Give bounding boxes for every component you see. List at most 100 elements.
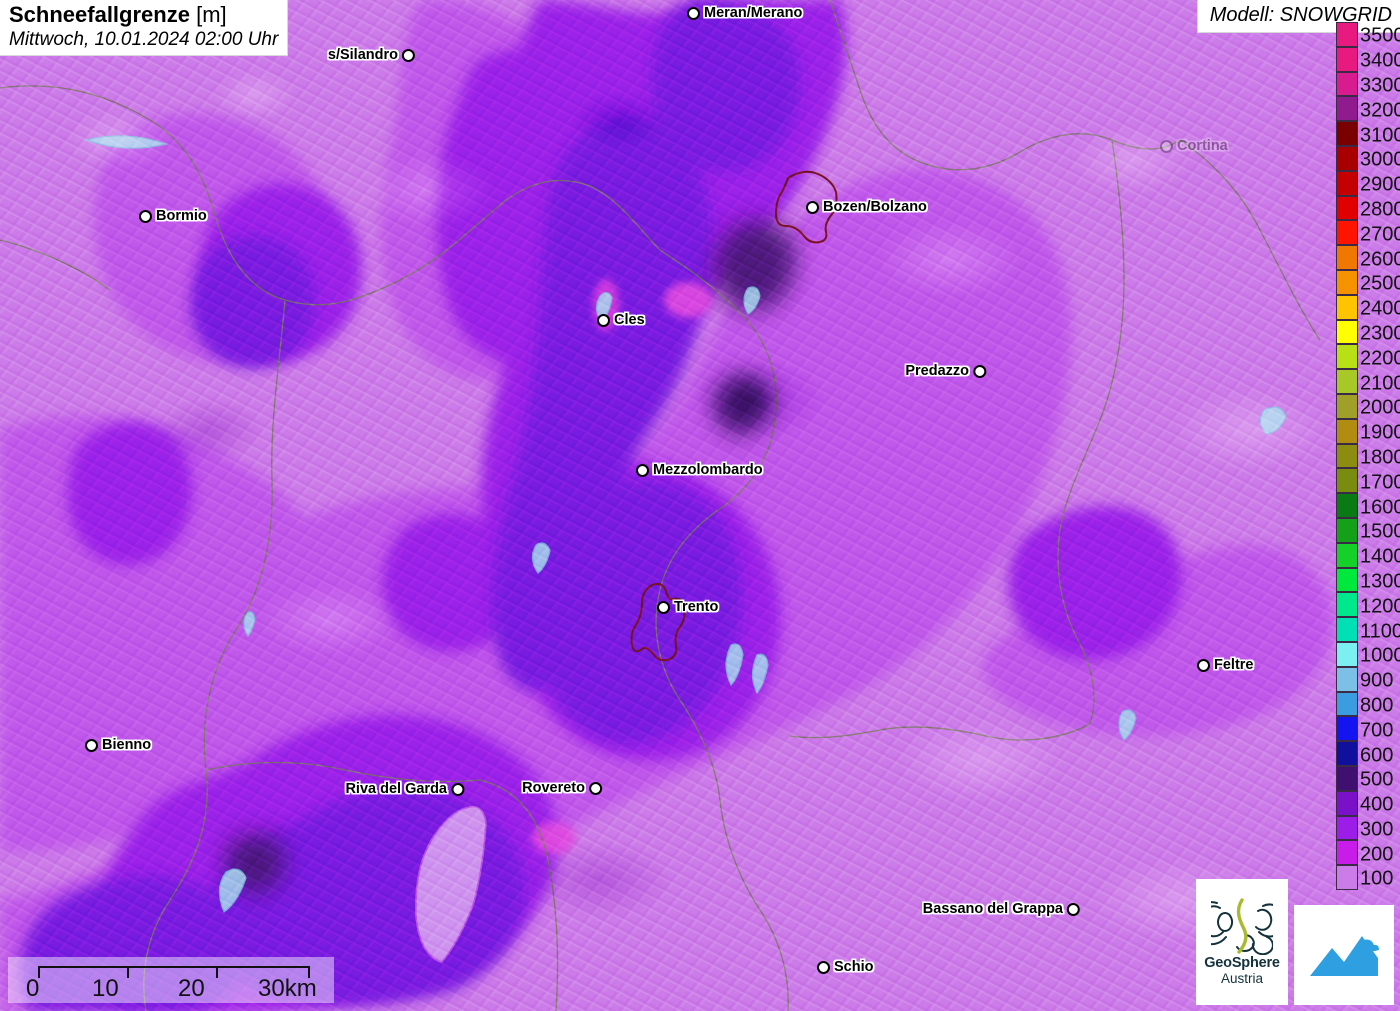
legend-value: 2100 — [1360, 371, 1400, 394]
scale-bar: 0 10 20 30km — [8, 957, 334, 1003]
legend-value: 500 — [1360, 768, 1394, 791]
legend-swatch — [1336, 641, 1358, 667]
legend-swatch — [1336, 542, 1358, 568]
legend-row[interactable]: 1900 — [1328, 418, 1400, 444]
legend-value: 1800 — [1360, 446, 1400, 469]
geosphere-mark-icon — [1211, 897, 1273, 955]
legend-value: 2400 — [1360, 297, 1400, 320]
legend-value: 700 — [1360, 719, 1394, 742]
legend-swatch — [1336, 393, 1358, 419]
scale-label: 0 — [26, 975, 40, 1002]
legend-row[interactable]: 2300 — [1328, 319, 1400, 345]
legend-swatch — [1336, 840, 1358, 866]
legend-value: 3200 — [1360, 99, 1400, 122]
scale-label: 20 — [178, 975, 205, 1002]
legend-swatch — [1336, 46, 1358, 72]
title-parameter: Schneefallgrenze — [9, 2, 190, 27]
legend-swatch — [1336, 716, 1358, 742]
legend-swatch — [1336, 195, 1358, 221]
legend-swatch — [1336, 567, 1358, 593]
legend-value: 800 — [1360, 694, 1394, 717]
legend-swatch — [1336, 741, 1358, 766]
legend-value: 1700 — [1360, 471, 1400, 494]
legend-row[interactable]: 1000 — [1328, 641, 1400, 667]
legend-swatch — [1336, 22, 1358, 47]
legend-value: 1000 — [1360, 644, 1400, 667]
legend-value: 400 — [1360, 793, 1394, 816]
legend-value: 1100 — [1360, 619, 1400, 642]
legend-row[interactable]: 2900 — [1328, 170, 1400, 196]
legend-swatch — [1336, 790, 1358, 816]
geosphere-sub: Austria — [1220, 970, 1264, 986]
legend-row[interactable]: 800 — [1328, 691, 1400, 717]
legend-value: 3100 — [1360, 123, 1400, 146]
legend-row[interactable]: 1100 — [1328, 617, 1400, 642]
legend-swatch — [1336, 121, 1358, 146]
legend-row[interactable]: 400 — [1328, 790, 1400, 816]
legend-swatch — [1336, 319, 1358, 345]
legend-row[interactable]: 300 — [1328, 815, 1400, 841]
legend-value: 900 — [1360, 669, 1394, 692]
legend-row[interactable]: 3400 — [1328, 46, 1400, 72]
legend-swatch — [1336, 145, 1358, 171]
geosphere-name: GeoSphere — [1204, 954, 1280, 971]
legend-row[interactable]: 1500 — [1328, 517, 1400, 543]
legend-value: 2600 — [1360, 247, 1400, 270]
legend-swatch — [1336, 865, 1358, 890]
legend-row[interactable]: 600 — [1328, 741, 1400, 766]
legend-value: 2500 — [1360, 272, 1400, 295]
legend-row[interactable]: 200 — [1328, 840, 1400, 866]
legend-row[interactable]: 2100 — [1328, 369, 1400, 394]
legend-swatch — [1336, 71, 1358, 97]
legend-swatch — [1336, 443, 1358, 469]
legend-swatch — [1336, 815, 1358, 841]
legend-row[interactable]: 3500 — [1328, 22, 1400, 47]
legend-row[interactable]: 2700 — [1328, 220, 1400, 246]
legend-swatch — [1336, 269, 1358, 295]
legend-row[interactable]: 1600 — [1328, 493, 1400, 518]
legend-row[interactable]: 3200 — [1328, 96, 1400, 122]
legend-row[interactable]: 100 — [1328, 865, 1400, 890]
legend-value: 1400 — [1360, 545, 1400, 568]
legend-value: 2200 — [1360, 347, 1400, 370]
legend-value: 2000 — [1360, 396, 1400, 419]
legend-row[interactable]: 500 — [1328, 765, 1400, 791]
legend-row[interactable]: 900 — [1328, 666, 1400, 692]
legend-row[interactable]: 2800 — [1328, 195, 1400, 221]
legend-swatch — [1336, 493, 1358, 518]
legend-row[interactable]: 2500 — [1328, 269, 1400, 295]
legend-row[interactable]: 3100 — [1328, 121, 1400, 146]
legend-row[interactable]: 1300 — [1328, 567, 1400, 593]
legend-value: 200 — [1360, 843, 1394, 866]
title-unit: [m] — [196, 2, 227, 27]
legend-row[interactable]: 1800 — [1328, 443, 1400, 469]
legend-swatch — [1336, 344, 1358, 370]
legend-row[interactable]: 1400 — [1328, 542, 1400, 568]
legend-row[interactable]: 3000 — [1328, 145, 1400, 171]
legend-row[interactable]: 2200 — [1328, 344, 1400, 370]
legend-row[interactable]: 1200 — [1328, 592, 1400, 618]
legend-row[interactable]: 700 — [1328, 716, 1400, 742]
legend-value: 1600 — [1360, 495, 1400, 518]
legend-value: 3500 — [1360, 24, 1400, 47]
geosphere-austria-logo[interactable]: GeoSphere Austria — [1196, 879, 1288, 1005]
scale-tick-20 — [216, 968, 218, 978]
legend-row[interactable]: 2400 — [1328, 294, 1400, 320]
legend-row[interactable]: 2600 — [1328, 245, 1400, 270]
legend-value: 2300 — [1360, 322, 1400, 345]
legend-swatch — [1336, 369, 1358, 394]
legend-swatch — [1336, 418, 1358, 444]
title-box: Schneefallgrenze [m] Mittwoch, 10.01.202… — [0, 0, 288, 56]
legend-row[interactable]: 1700 — [1328, 468, 1400, 494]
scale-bar-rule — [38, 966, 310, 978]
legend-swatch — [1336, 245, 1358, 270]
legend-value: 300 — [1360, 818, 1394, 841]
legend-row[interactable]: 2000 — [1328, 393, 1400, 419]
mountain-logo-card[interactable] — [1294, 905, 1394, 1005]
legend-swatch — [1336, 691, 1358, 717]
legend-swatch — [1336, 220, 1358, 246]
legend-value: 3400 — [1360, 49, 1400, 72]
legend-row[interactable]: 3300 — [1328, 71, 1400, 97]
elevation-legend[interactable]: 3500 3400 3300 3200 3100 3000 2900 2800 2700 2600… — [1328, 22, 1400, 890]
